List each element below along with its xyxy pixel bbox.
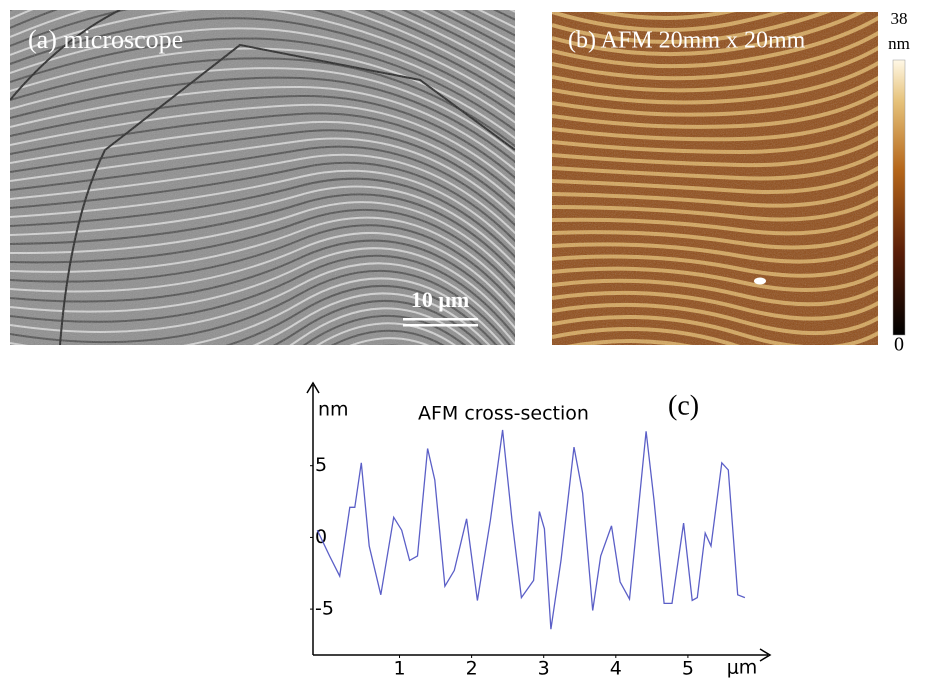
profile-line (316, 429, 746, 630)
x-tick-label: 2 (466, 658, 478, 680)
stripe (10, 434, 520, 571)
colorbar (892, 59, 906, 336)
stripe (552, 377, 880, 420)
y-tick-label: 5 (315, 454, 327, 476)
y-axis-label: nm (318, 399, 349, 421)
panel-label: (b) AFM 20mm x 20mm (568, 28, 806, 54)
x-tick-label: 3 (538, 658, 550, 680)
scale-bar (403, 318, 478, 321)
stripe (10, 412, 520, 539)
stripe (552, 353, 880, 391)
colorbar-unit: nm (888, 34, 910, 53)
stripe (566, 339, 693, 345)
stripe (552, 365, 880, 406)
stripe (552, 461, 880, 523)
stripe (552, 449, 880, 508)
stripe (10, 375, 520, 487)
chart-title: AFM cross-section (418, 403, 589, 425)
x-axis-label: μm (727, 657, 758, 679)
stripe (384, 344, 398, 345)
stripe (552, 413, 880, 464)
scale-bar-label: 10 μm (411, 287, 469, 312)
stripe (10, 383, 520, 498)
stripe (10, 427, 520, 561)
stripe (552, 401, 880, 449)
colorbar-min: 0 (894, 334, 904, 356)
stripe (552, 425, 880, 479)
stripe (552, 485, 880, 552)
panel-label: (a) microscope (28, 25, 183, 54)
scale-bar (403, 324, 478, 327)
panel-label: (c) (668, 390, 699, 421)
stripe (10, 0, 520, 6)
x-tick-label: 1 (393, 658, 405, 680)
stripe (10, 441, 520, 581)
x-tick-label: 5 (682, 658, 694, 680)
y-tick-label: -5 (315, 598, 334, 620)
stripe (552, 389, 880, 435)
cross-section-chart: nm AFM cross-section (c) μm 50-51 2 3 4 5 (306, 381, 772, 680)
stripe (552, 0, 880, 6)
stripe (10, 419, 520, 549)
x-tick-label: 4 (610, 658, 622, 680)
stripe (552, 437, 880, 493)
colorbar-max: 38 (891, 9, 908, 28)
